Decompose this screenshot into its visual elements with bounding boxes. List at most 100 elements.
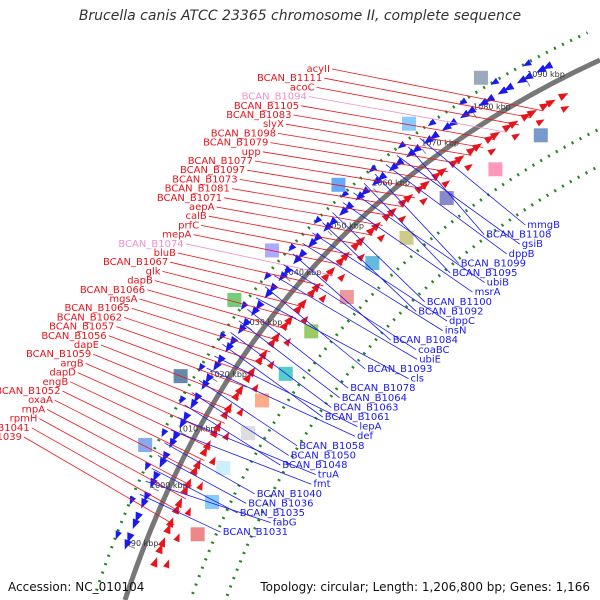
reverse-gene-arrow <box>237 323 247 335</box>
gene-label: oxaA <box>28 395 53 406</box>
gene-label: rnpA <box>22 404 46 415</box>
leader-line <box>324 77 532 119</box>
tick-mark <box>285 276 291 282</box>
tick-label: 1020 kbp <box>209 370 247 379</box>
forward-gene-arrow <box>465 147 477 156</box>
leader-line <box>239 179 405 208</box>
leader-line <box>184 404 281 466</box>
reverse-gene-arrow <box>213 360 222 371</box>
reverse-gene-arrow <box>264 288 274 299</box>
leader-line <box>238 320 340 399</box>
reverse-gene-arrow <box>161 428 169 438</box>
tick-label: 1010 kbp <box>178 425 216 434</box>
reverse-gene-arrow <box>205 373 214 384</box>
leader-line <box>374 173 459 264</box>
reverse-gene-arrow <box>183 411 192 422</box>
leader-line <box>208 215 363 246</box>
forward-gene-arrow <box>174 497 183 509</box>
gene-label: BCAN_B1052 <box>0 386 61 397</box>
track-decor <box>95 31 600 600</box>
gene-label: BCAN_B1061 <box>325 412 390 423</box>
gene-label: BCAN_B1039 <box>0 432 22 443</box>
gene-label: BCAN_B1040 <box>257 489 322 500</box>
tick-mark <box>472 112 478 119</box>
gene-label: acyII <box>307 64 330 75</box>
leader-line <box>162 271 306 308</box>
gene-label: BCAN_B1056 <box>41 331 106 342</box>
gene-label: lepA <box>359 422 381 433</box>
forward-gene-arrow <box>489 131 501 141</box>
reverse-gene-arrow <box>179 395 187 405</box>
forward-gene-arrow <box>184 507 191 517</box>
forward-gene-arrow <box>266 360 275 370</box>
reverse-gene-arrow <box>135 511 143 523</box>
reverse-gene-arrow <box>313 232 323 243</box>
gene-cluster-block <box>331 177 346 192</box>
reverse-gene-arrow <box>328 216 339 227</box>
tick-label: 1090 kbp <box>527 70 565 79</box>
forward-gene-arrow <box>155 543 163 555</box>
gene-label: BCAN_B1093 <box>367 364 432 375</box>
gene-label: BCAN_B1098 <box>211 128 276 139</box>
leader-line <box>332 212 425 303</box>
gene-label: BCAN_B1097 <box>180 165 245 176</box>
leader-line <box>316 87 520 126</box>
summary-text: Topology: circular; Length: 1,206,800 bp… <box>260 580 590 594</box>
forward-gene-arrow <box>557 93 569 101</box>
forward-gene-arrow <box>300 315 309 325</box>
forward-gene-arrow <box>318 294 327 303</box>
forward-gene-arrow <box>520 113 531 122</box>
reverse-gene-arrow <box>169 437 178 449</box>
leader-line <box>216 206 373 236</box>
forward-gene-arrow <box>163 523 171 535</box>
leader-line <box>247 308 349 389</box>
accession-text: Accession: NC_010104 <box>8 580 145 594</box>
gene-label: BCAN_B1050 <box>291 450 356 461</box>
gene-label: BCAN_B1084 <box>393 335 458 346</box>
forward-gene-arrow <box>545 99 556 108</box>
leader-line <box>385 164 507 255</box>
forward-gene-arrow <box>454 155 465 165</box>
forward-gene-arrow <box>365 226 376 237</box>
reverse-gene-arrow <box>427 118 437 127</box>
gene-label: BCAN_B1078 <box>350 383 415 394</box>
leader-line <box>247 169 415 199</box>
leader-line <box>193 234 343 266</box>
forward-gene-arrow <box>501 124 513 133</box>
gene-cluster-block <box>365 256 380 271</box>
reverse-gene-arrow <box>278 271 288 282</box>
leader-line <box>214 355 358 427</box>
reverse-gene-arrow <box>397 140 407 149</box>
gene-label: truA <box>318 470 339 481</box>
gene-label: BCAN_B1062 <box>57 312 122 323</box>
gene-label: rpmH <box>10 414 38 425</box>
leader-line <box>255 297 409 379</box>
forward-gene-arrow <box>337 273 346 283</box>
tick-label: 1050 kbp <box>326 222 364 231</box>
forward-gene-arrow <box>279 320 289 332</box>
reverse-gene-arrow <box>516 75 528 84</box>
leader-line <box>185 243 333 276</box>
reverse-gene-arrow <box>293 254 303 265</box>
reverse-gene-arrow <box>225 342 235 353</box>
reverse-gene-arrow <box>490 77 500 85</box>
gene-label: BCAN_B1079 <box>203 138 268 149</box>
leader-line <box>342 202 473 293</box>
leader-line <box>222 343 323 418</box>
tick-label: 1070 kbp <box>421 139 459 148</box>
forward-gene-arrow <box>526 109 537 119</box>
leader-line <box>164 442 255 495</box>
reverse-gene-arrow <box>218 331 227 341</box>
reverse-gene-arrow <box>423 134 434 144</box>
gc-ring <box>95 31 589 592</box>
leader-line <box>293 114 484 148</box>
leader-line <box>100 344 240 400</box>
gene-label: BCAN_B1074 <box>118 239 183 250</box>
forward-gene-arrow <box>431 171 442 181</box>
forward-gene-arrow <box>220 409 229 420</box>
gene-cluster-block <box>240 426 255 441</box>
reverse-gene-arrow <box>368 164 378 173</box>
gene-label: cls <box>411 374 425 385</box>
tick-mark <box>129 545 136 549</box>
leader-line <box>302 242 443 331</box>
